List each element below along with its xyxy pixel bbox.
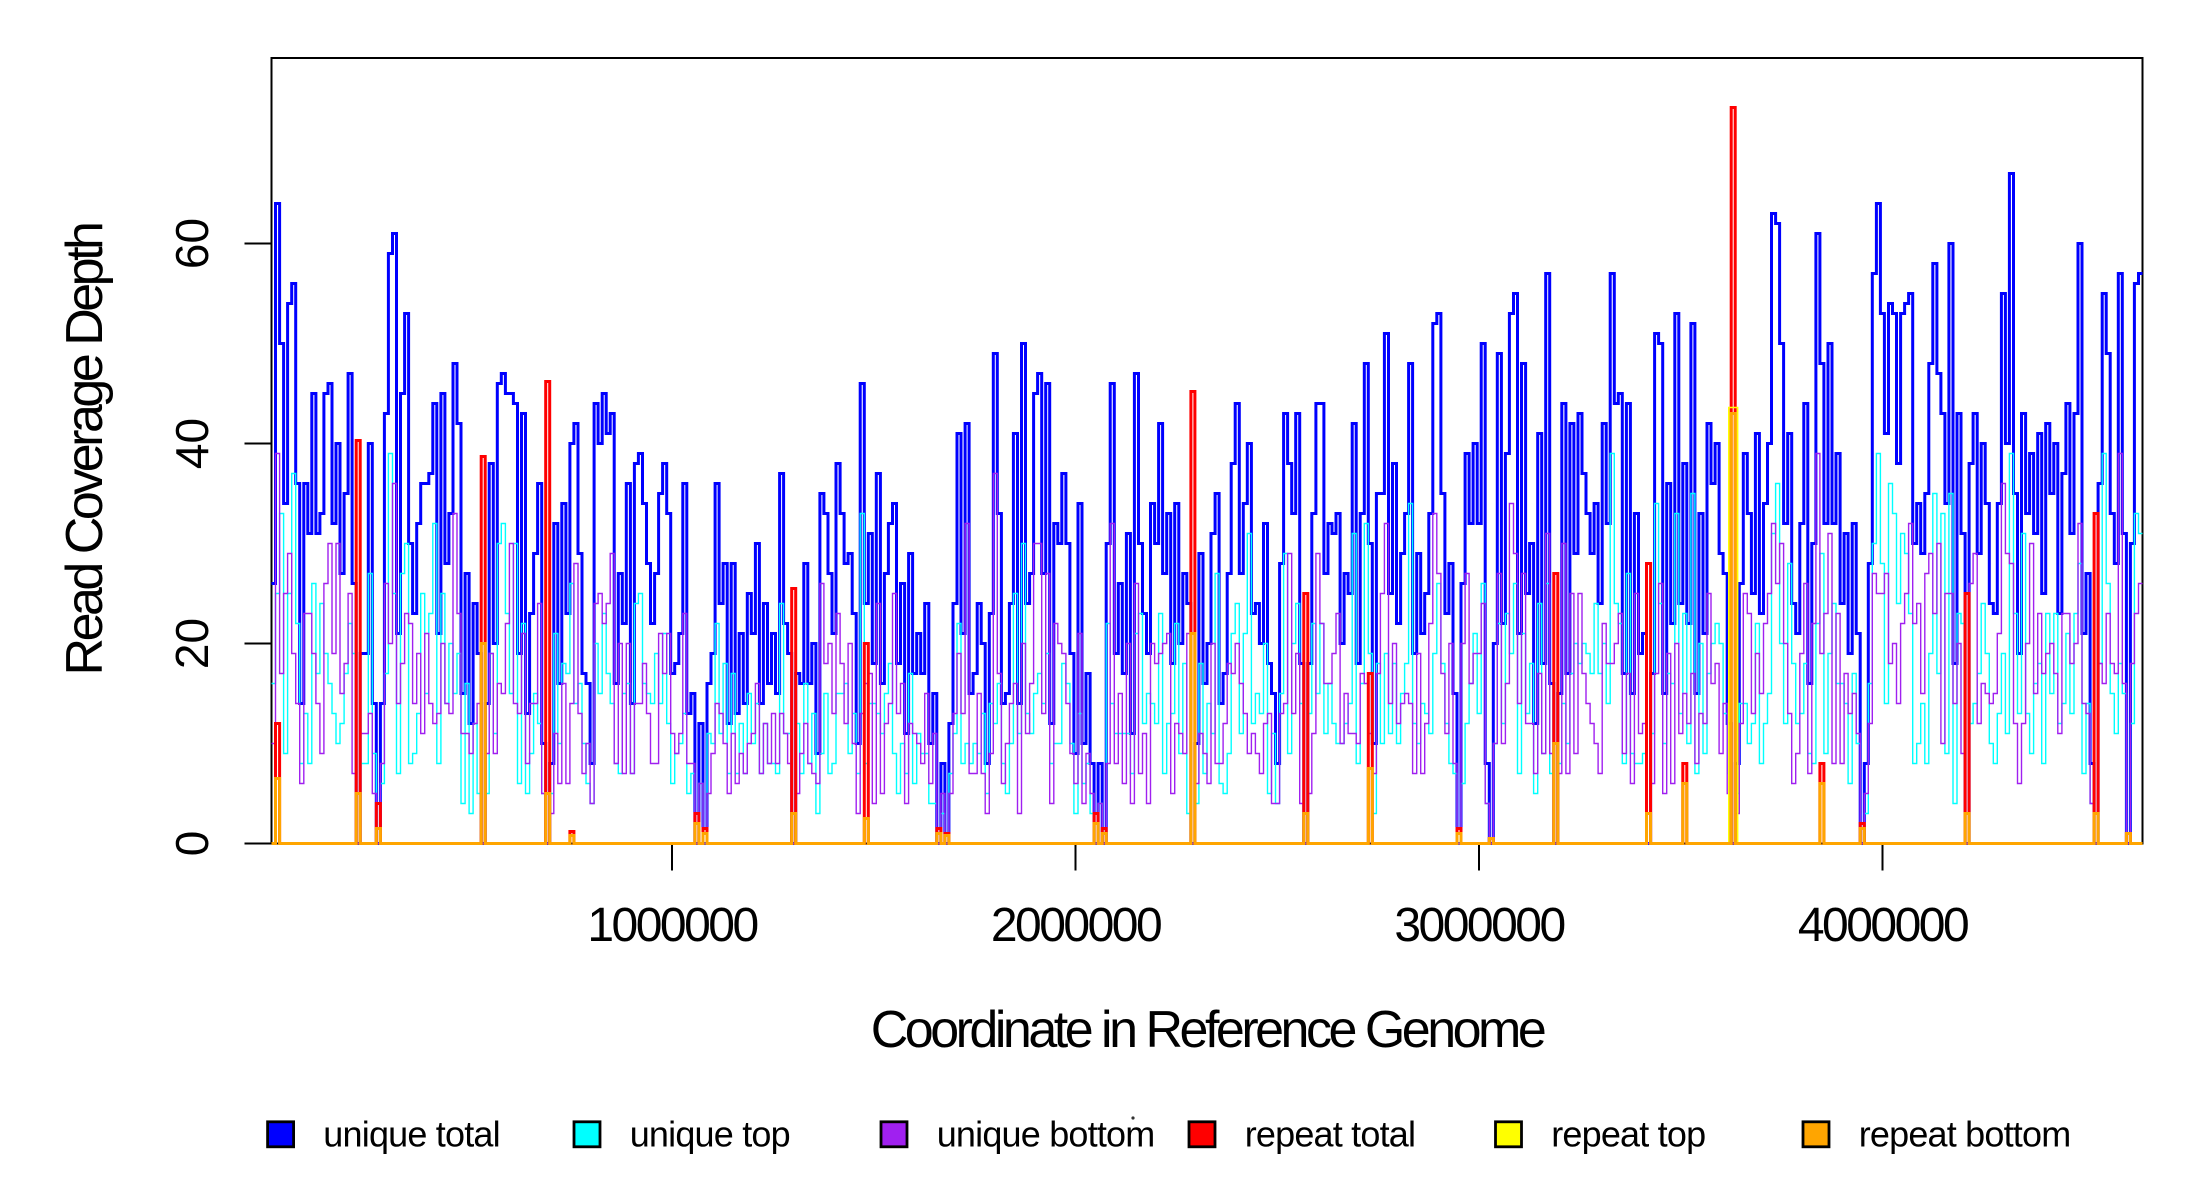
svg-text:1000000: 1000000 [587,899,757,952]
svg-text:4000000: 4000000 [1798,899,1968,952]
svg-text:0: 0 [166,831,218,857]
svg-text:unique bottom: unique bottom [937,1114,1155,1155]
svg-text:repeat bottom: repeat bottom [1859,1114,2071,1155]
svg-text:Coordinate in Reference Genome: Coordinate in Reference Genome [871,1001,1545,1059]
svg-text:unique total: unique total [323,1114,500,1155]
svg-text:repeat total: repeat total [1245,1114,1416,1155]
svg-text:Read Coverage Depth: Read Coverage Depth [56,224,114,676]
svg-text:2000000: 2000000 [991,899,1161,952]
svg-text:repeat top: repeat top [1551,1114,1705,1155]
svg-text:unique top: unique top [630,1114,790,1155]
svg-text:40: 40 [166,418,218,469]
svg-text:3000000: 3000000 [1394,899,1564,952]
svg-text:60: 60 [166,218,218,269]
svg-text:20: 20 [166,618,218,669]
